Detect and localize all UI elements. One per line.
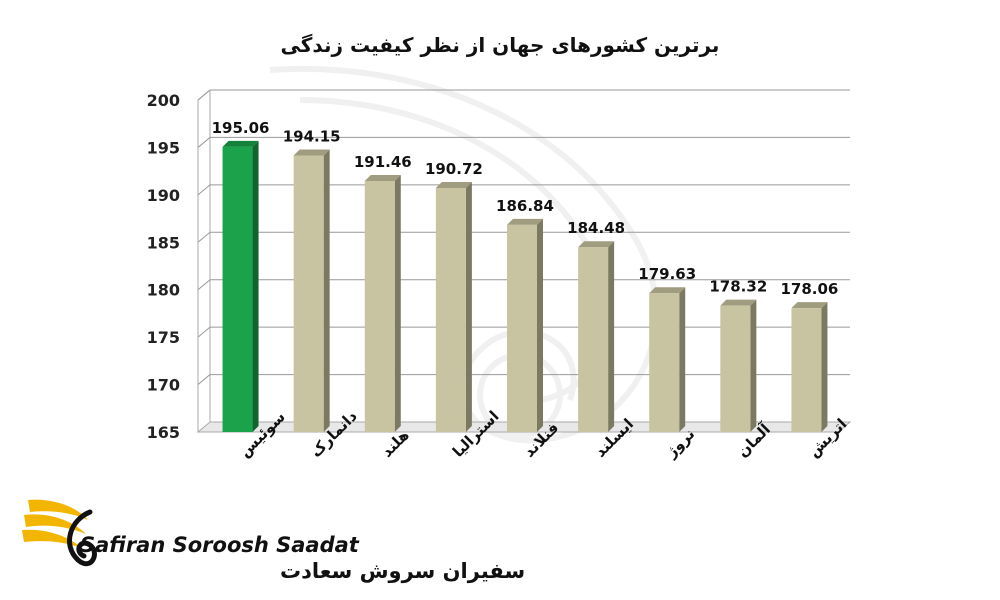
- bar-side: [821, 302, 828, 432]
- bar-side: [465, 182, 472, 432]
- bar: [435, 182, 472, 432]
- gridline: [197, 374, 211, 385]
- bar-front: [649, 293, 680, 432]
- gridline: [197, 326, 211, 338]
- bar-side: [679, 287, 686, 432]
- bar-top: [507, 218, 543, 225]
- value-label: 186.84: [496, 197, 554, 215]
- value-label: 190.72: [425, 160, 483, 178]
- bar: [720, 299, 757, 432]
- y-tick-label: 175: [147, 328, 180, 347]
- value-label: 184.48: [567, 219, 625, 237]
- y-tick-label: 185: [147, 233, 180, 252]
- bar: [578, 241, 615, 432]
- bar-side: [608, 241, 615, 432]
- y-tick-label: 200: [147, 91, 180, 110]
- bar-front: [507, 224, 537, 432]
- bar: [293, 149, 330, 432]
- bar-top: [720, 299, 757, 306]
- bar-side: [394, 175, 401, 432]
- bar-front: [578, 247, 609, 432]
- y-tick-label: 180: [147, 281, 180, 300]
- bar: [364, 175, 401, 432]
- bar: [791, 302, 828, 432]
- value-label: 178.06: [780, 280, 838, 298]
- value-label: 194.15: [283, 127, 341, 145]
- bar: [507, 218, 543, 432]
- bar-front: [435, 188, 466, 432]
- y-tick-label: 170: [147, 376, 180, 395]
- bar: [222, 140, 259, 432]
- bar-front: [720, 305, 751, 432]
- bar-top: [222, 140, 259, 147]
- brand-logo: Safiran Soroosh Saadat سفیران سروش سعادت: [22, 499, 525, 583]
- bar-top: [435, 182, 472, 189]
- bar-side: [750, 299, 757, 432]
- value-label: 178.32: [709, 278, 767, 296]
- bar-side: [252, 140, 259, 432]
- bar-top: [649, 287, 686, 294]
- gridline: [197, 279, 211, 291]
- gridline: [197, 137, 211, 148]
- chart-title: برترین کشورهای جهان از نظر کیفیت زندگی: [281, 33, 720, 57]
- bar-side: [323, 149, 330, 432]
- bar-front: [222, 146, 253, 432]
- bar-front: [364, 181, 395, 432]
- bar-top: [578, 241, 615, 248]
- y-tick-label: 190: [147, 186, 180, 205]
- logo-latin-text: Safiran Soroosh Saadat: [80, 533, 360, 557]
- value-label: 195.06: [212, 119, 270, 137]
- bar-side: [537, 218, 543, 432]
- gridline: [197, 89, 211, 101]
- gridline: [197, 231, 211, 243]
- wing-icon: [22, 499, 97, 567]
- value-label: 179.63: [638, 265, 696, 283]
- y-axis: 165 170 175 180 185 190 195 200: [147, 91, 180, 442]
- bar-top: [293, 149, 330, 156]
- bar: [649, 287, 686, 432]
- bar-front: [791, 308, 822, 432]
- y-tick-label: 165: [147, 423, 180, 442]
- gridline: [197, 184, 211, 196]
- bar-layer: [222, 140, 828, 432]
- value-label: 191.46: [354, 153, 412, 171]
- bar-top: [364, 175, 401, 182]
- value-labels: 195.06 194.15 191.46 190.72 186.84 184.48 179.…: [212, 119, 839, 298]
- y-tick-label: 195: [147, 138, 180, 157]
- logo-persian-text: سفیران سروش سعادت: [280, 559, 525, 583]
- bar-front: [293, 155, 324, 432]
- bar-top: [791, 302, 828, 309]
